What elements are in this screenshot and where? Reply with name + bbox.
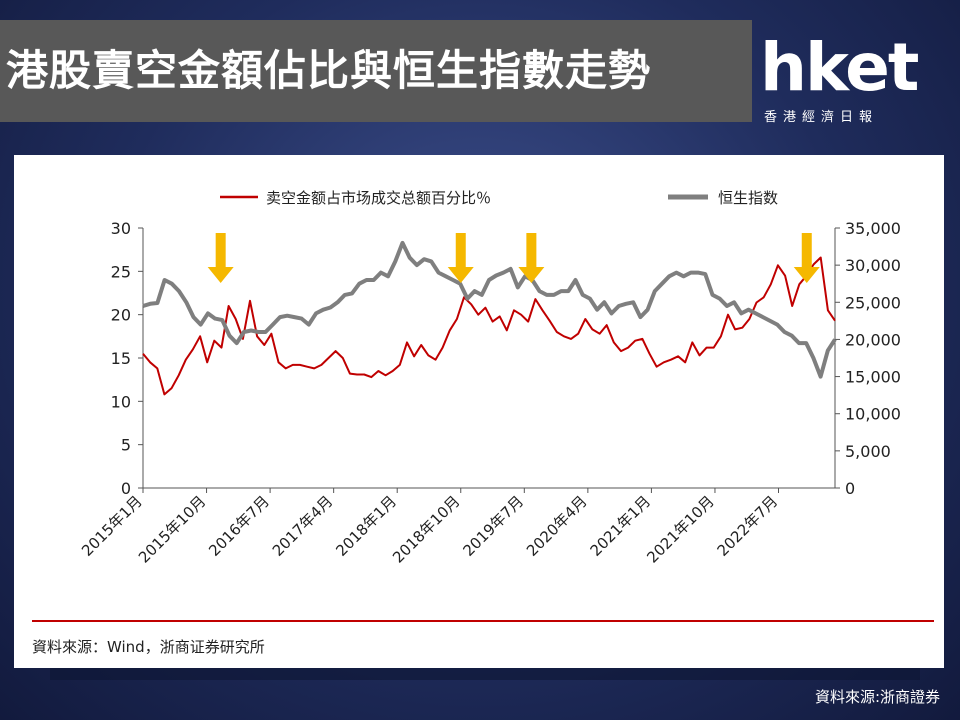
hket-logo: hket 香港經濟日報: [760, 30, 950, 130]
chart-svg: 卖空金额占市场成交总额百分比％ 恒生指数 0 5 10 15 20 25 30 0 5,000 1…: [32, 189, 934, 656]
y-left-tick-label: 5: [121, 436, 131, 455]
source-caption: 資料來源:浙商證券: [814, 688, 940, 706]
logo-wordmark: hket: [760, 29, 919, 106]
chart-panel: 卖空金额占市场成交总额百分比％ 恒生指数 0 5 10 15 20 25 30 0 5,000 1…: [14, 155, 944, 668]
y-left-tick-label: 20: [111, 306, 131, 325]
axes: 0 5 10 15 20 25 30 0 5,000 10,000 15,000 20,000 25,0…: [78, 219, 901, 567]
y-left-tick-label: 25: [111, 262, 131, 281]
x-tick-label: 2015年1月: [78, 492, 146, 560]
down-arrow-icon: [518, 233, 545, 283]
y-right-tick-label: 15,000: [845, 368, 901, 387]
down-arrow-icon: [447, 233, 474, 283]
legend: 卖空金额占市场成交总额百分比％ 恒生指数: [220, 189, 778, 207]
y-right-tick-label: 30,000: [845, 256, 901, 275]
y-left-tick-label: 15: [111, 349, 131, 368]
y-right-tick-label: 5,000: [845, 442, 891, 461]
x-tick-label: 2017年4月: [269, 492, 337, 560]
y-right-tick-label: 20,000: [845, 330, 901, 349]
x-tick-label: 2016年7月: [205, 492, 273, 560]
title-bar: 港股賣空金額佔比與恒生指數走勢: [0, 20, 752, 122]
panel-shadow: [50, 668, 920, 680]
y-left-tick-label: 0: [121, 479, 131, 498]
x-tick-label: 2022年7月: [714, 492, 782, 560]
legend-label-gray: 恒生指数: [718, 189, 778, 207]
x-tick-label: 2018年10月: [389, 492, 463, 566]
x-tick-label: 2015年10月: [135, 492, 209, 566]
series-lines: [142, 240, 837, 396]
logo-subtitle: 香港經濟日報: [764, 110, 879, 125]
arrows: [207, 233, 820, 283]
down-arrow-icon: [207, 233, 234, 283]
x-tick-label: 2021年10月: [643, 492, 717, 566]
y-right-tick-label: 35,000: [845, 219, 901, 238]
y-right-tick-label: 10,000: [845, 405, 901, 424]
x-tick-label: 2020年4月: [523, 492, 591, 560]
y-left-tick-label: 10: [111, 392, 131, 411]
series-line-short-selling: [142, 256, 836, 396]
x-tick-label: 2019年7月: [459, 492, 527, 560]
page-title: 港股賣空金額佔比與恒生指數走勢: [6, 46, 652, 95]
down-arrow-icon: [793, 233, 820, 283]
y-right-tick-label: 25,000: [845, 293, 901, 312]
chart-source-note: 資料來源：Wind，浙商证券研究所: [32, 638, 265, 656]
x-tick-label: 2018年1月: [332, 492, 400, 560]
x-tick-label: 2021年1月: [587, 492, 655, 560]
y-right-tick-label: 0: [845, 479, 855, 498]
legend-label-red: 卖空金额占市场成交总额百分比％: [266, 189, 491, 207]
series-line-hang-seng: [142, 240, 837, 379]
y-left-tick-label: 30: [111, 219, 131, 238]
